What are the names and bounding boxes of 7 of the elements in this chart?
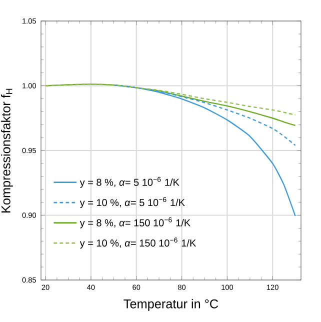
y-axis-title: Kompressionsfaktor f$_{H}$ bbox=[1, 88, 13, 212]
legend-label: y = 8 %, α= 150 10$^{−6}$ 1/K bbox=[80, 217, 190, 228]
line-series bbox=[44, 84, 296, 116]
legend-label: y = 8 %, α= 5 10$^{−6}$ 1/K bbox=[80, 176, 180, 188]
legend-label: y = 10 %, α= 150 10$^{−6}$ 1/K bbox=[80, 238, 196, 249]
legend-label: y = 10 %, α= 5 10$^{−6}$ 1/K bbox=[80, 197, 185, 208]
x-axis-title: Temperatur in °C bbox=[124, 299, 218, 311]
